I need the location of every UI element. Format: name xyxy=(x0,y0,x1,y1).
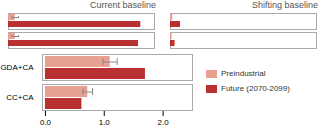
svg-text:2.0: 2.0 xyxy=(158,118,170,126)
svg-text:1.0: 1.0 xyxy=(99,118,111,126)
html-text:Future (2070-2099): Future (2070-2099) xyxy=(221,84,290,93)
svg-text:CC+CA: CC+CA xyxy=(6,93,34,102)
svg-text:GDA+CA: GDA+CA xyxy=(0,63,34,72)
html-text:Preindustrial: Preindustrial xyxy=(221,69,266,78)
html-text:Current baseline: Current baseline xyxy=(90,0,156,10)
html-text:Shifting baseline: Shifting baseline xyxy=(252,0,318,10)
svg-text:0.0: 0.0 xyxy=(40,118,52,126)
